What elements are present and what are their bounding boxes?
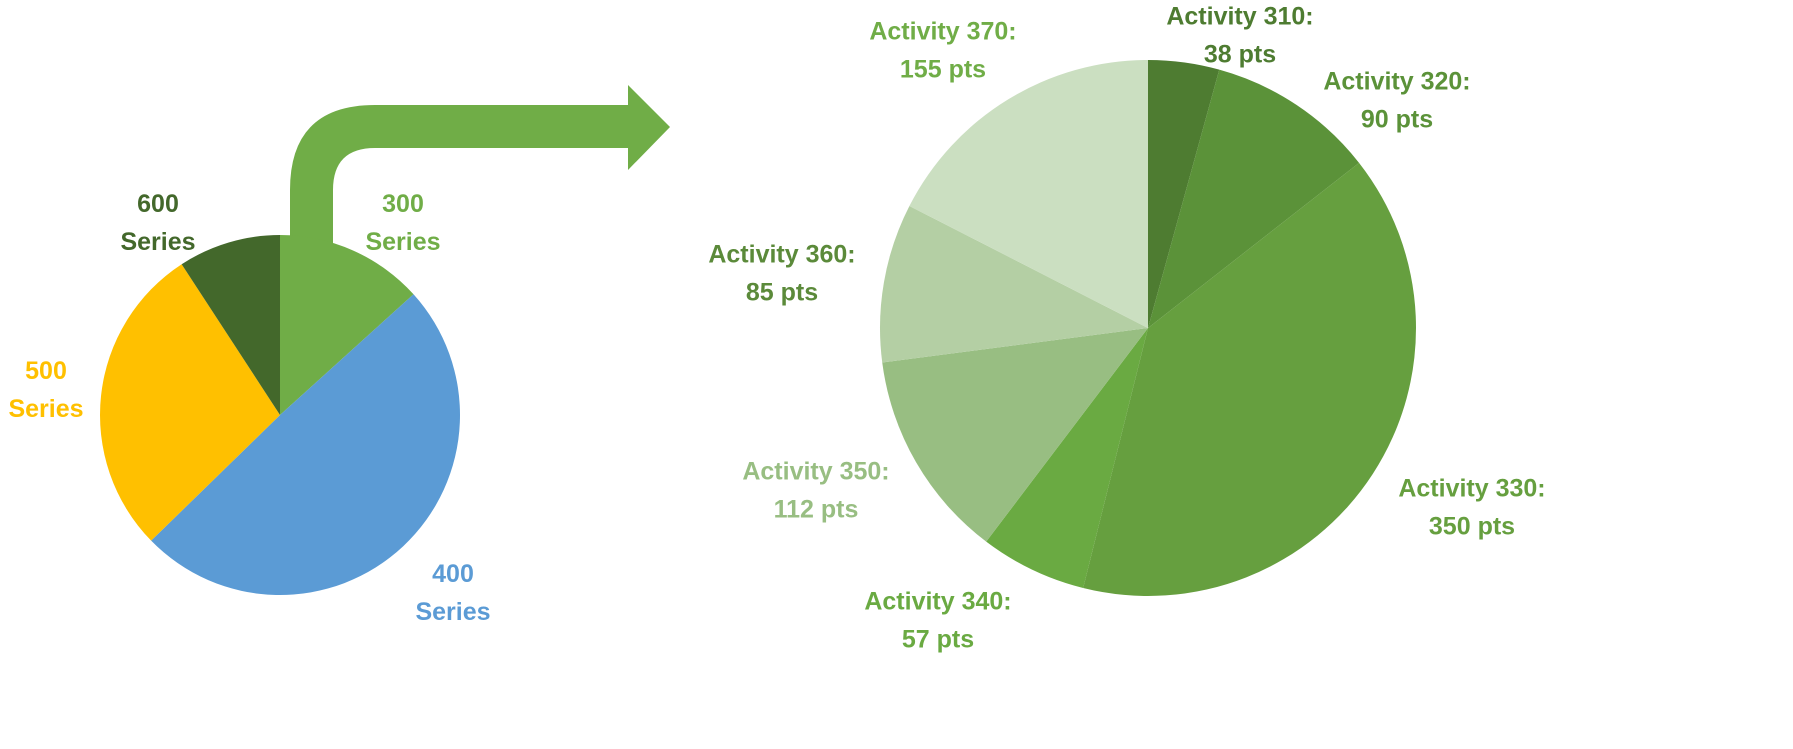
- pie-slice: [986, 328, 1148, 589]
- pie-slice: [879, 205, 1148, 363]
- value-label: 57 pts: [902, 626, 974, 654]
- slice-label: Activity 310:: [1166, 3, 1313, 31]
- slice-label: 500 Series: [8, 357, 83, 423]
- slice-label: Activity 340:: [864, 588, 1011, 616]
- pie-slice: [882, 328, 1148, 542]
- value-label: 350 pts: [1429, 513, 1515, 541]
- pie-slice: [1083, 162, 1416, 596]
- slice-label: Activity 360:: [708, 241, 855, 269]
- slice-label: 400 Series: [415, 560, 490, 626]
- value-label: 112 pts: [774, 496, 859, 524]
- pie-slice: [151, 294, 461, 596]
- slice-label: Activity 370:: [869, 18, 1016, 46]
- value-label: 90 pts: [1361, 106, 1433, 134]
- pie-slice: [1148, 60, 1220, 328]
- value-label: 85 pts: [746, 279, 818, 307]
- slice-label: Activity 330:: [1398, 475, 1545, 503]
- pie-slice: [909, 60, 1148, 328]
- slice-label: 600 Series: [120, 190, 195, 256]
- pie-slice: [99, 264, 280, 541]
- value-label: 38 pts: [1204, 41, 1276, 69]
- pie-slice: [181, 235, 280, 415]
- slice-label: Activity 320:: [1323, 68, 1470, 96]
- pie-slice: [280, 235, 414, 415]
- slice-label: 300 Series: [365, 190, 440, 256]
- slice-label: Activity 350:: [742, 458, 889, 486]
- value-label: 155 pts: [900, 56, 986, 84]
- pie-slice: [1148, 69, 1360, 328]
- arrow: [290, 85, 670, 245]
